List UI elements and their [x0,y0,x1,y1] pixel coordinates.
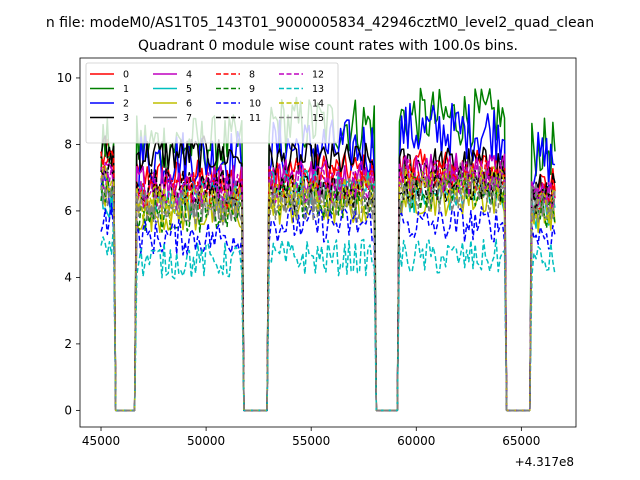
legend-label-1: 1 [123,84,129,95]
y-tick-label: 8 [64,137,72,151]
axes-frame [79,57,577,428]
series-layer [100,87,556,412]
legend-label-3: 3 [123,113,129,124]
legend-label-13: 13 [312,84,324,95]
y-tick-label: 4 [64,270,72,284]
series-line-8 [100,149,556,412]
legend-label-5: 5 [186,84,192,95]
y-tick-label: 6 [64,204,72,218]
legend-label-10: 10 [249,99,261,110]
legend-label-6: 6 [186,99,192,110]
x-axis: 45000 50000 55000 60000 65000 [82,427,540,448]
x-tick-label: 55000 [292,434,330,448]
x-tick-label: 65000 [502,434,540,448]
x-offset-label: +4.317e8 [515,455,574,469]
legend-label-14: 14 [312,99,324,110]
y-tick-label: 0 [64,403,72,417]
legend-label-8: 8 [249,70,255,81]
series-line-13 [100,222,556,412]
legend-label-2: 2 [123,99,129,110]
y-tick-label: 10 [57,71,72,85]
legend-label-4: 4 [186,70,192,81]
legend-label-7: 7 [186,113,192,124]
y-axis: 0 2 4 6 8 10 [57,71,80,417]
legend-label-9: 9 [249,84,255,95]
legend-label-11: 11 [249,113,261,124]
series-line-9 [100,172,556,412]
series-line-15 [100,176,556,412]
x-tick-label: 60000 [397,434,435,448]
series-line-10 [100,202,556,412]
x-tick-label: 50000 [187,434,225,448]
series-line-14 [100,165,556,412]
legend-box [85,62,339,144]
legend-label-12: 12 [312,70,324,81]
series-line-11 [100,157,556,412]
chart-title: Quadrant 0 module wise count rates with … [138,38,518,54]
x-tick-label: 45000 [82,434,120,448]
legend-label-15: 15 [312,113,324,124]
series-line-2 [100,102,556,412]
legend-label-0: 0 [123,70,129,81]
y-tick-label: 2 [64,337,72,351]
chart-suptitle: n file: modeM0/AS1T05_143T01_9000005834_… [46,15,594,31]
plot-area [79,57,577,428]
